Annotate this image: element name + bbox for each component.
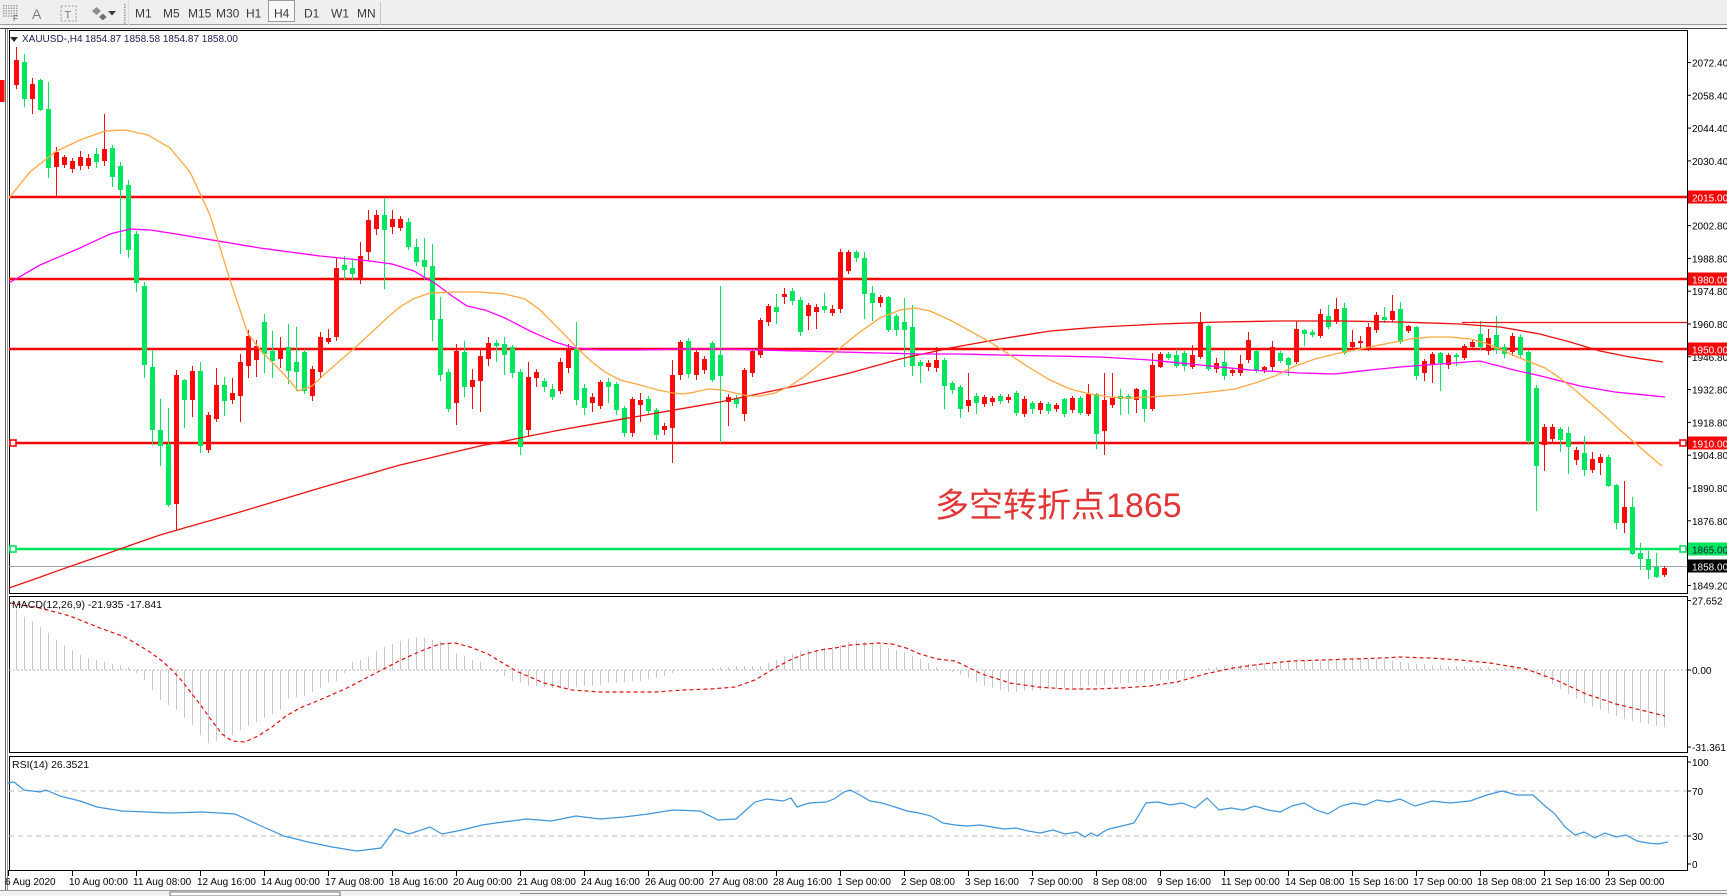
svg-text:1876.80: 1876.80 — [1692, 517, 1727, 528]
svg-text:3 Sep 16:00: 3 Sep 16:00 — [965, 877, 1019, 888]
svg-text:1932.80: 1932.80 — [1692, 386, 1727, 397]
svg-text:17 Sep 00:00: 17 Sep 00:00 — [1413, 877, 1473, 888]
svg-text:27.652: 27.652 — [1692, 597, 1723, 608]
svg-text:1974.80: 1974.80 — [1692, 287, 1727, 298]
svg-text:2015.00: 2015.00 — [1692, 194, 1727, 205]
svg-text:2030.40: 2030.40 — [1692, 157, 1727, 168]
svg-text:12 Aug 16:00: 12 Aug 16:00 — [197, 877, 256, 888]
svg-text:M5: M5 — [163, 7, 180, 21]
svg-text:27 Aug 08:00: 27 Aug 08:00 — [709, 877, 768, 888]
svg-text:A: A — [32, 6, 42, 22]
svg-text:2002.80: 2002.80 — [1692, 222, 1727, 233]
svg-text:6 Aug 2020: 6 Aug 2020 — [5, 877, 56, 888]
svg-text:14 Sep 08:00: 14 Sep 08:00 — [1285, 877, 1345, 888]
svg-text:1904.80: 1904.80 — [1692, 451, 1727, 462]
svg-text:100: 100 — [1692, 758, 1709, 769]
svg-text:1980.00: 1980.00 — [1692, 276, 1727, 287]
svg-text:10 Aug 00:00: 10 Aug 00:00 — [69, 877, 128, 888]
svg-text:F: F — [13, 14, 18, 23]
svg-text:1849.20: 1849.20 — [1692, 582, 1727, 593]
svg-text:8 Sep 08:00: 8 Sep 08:00 — [1093, 877, 1147, 888]
svg-text:W1: W1 — [331, 7, 349, 21]
svg-text:1858.00: 1858.00 — [1692, 563, 1727, 574]
svg-text:XAUUSD-,H4: XAUUSD-,H4 — [22, 34, 83, 45]
svg-text:0.00: 0.00 — [1692, 666, 1712, 677]
svg-text:1910.00: 1910.00 — [1692, 440, 1727, 451]
svg-text:30: 30 — [1692, 832, 1704, 843]
svg-text:20 Aug 00:00: 20 Aug 00:00 — [453, 877, 512, 888]
svg-text:11 Aug 08:00: 11 Aug 08:00 — [133, 877, 192, 888]
svg-text:1865.00: 1865.00 — [1692, 546, 1727, 557]
svg-text:21 Aug 08:00: 21 Aug 08:00 — [517, 877, 576, 888]
svg-text:H1: H1 — [246, 7, 262, 21]
svg-text:14 Aug 00:00: 14 Aug 00:00 — [261, 877, 320, 888]
svg-text:1950.00: 1950.00 — [1692, 346, 1727, 357]
svg-text:D1: D1 — [304, 7, 320, 21]
svg-text:1865: 1865 — [1106, 487, 1182, 525]
svg-text:1890.80: 1890.80 — [1692, 484, 1727, 495]
svg-text:23 Sep 00:00: 23 Sep 00:00 — [1605, 877, 1665, 888]
svg-text:0: 0 — [1692, 860, 1698, 871]
svg-text:2058.40: 2058.40 — [1692, 91, 1727, 102]
svg-text:H4: H4 — [274, 7, 290, 21]
svg-text:RSI(14) 26.3521: RSI(14) 26.3521 — [12, 759, 89, 771]
svg-text:-31.361: -31.361 — [1692, 743, 1726, 754]
svg-text:11 Sep 00:00: 11 Sep 00:00 — [1221, 877, 1280, 888]
svg-text:18 Aug 16:00: 18 Aug 16:00 — [389, 877, 448, 888]
svg-text:18 Sep 08:00: 18 Sep 08:00 — [1477, 877, 1537, 888]
svg-text:1854.87 1858.58 1854.87 1858.0: 1854.87 1858.58 1854.87 1858.00 — [85, 34, 238, 45]
svg-text:1946.80: 1946.80 — [1692, 353, 1727, 364]
svg-text:17 Aug 08:00: 17 Aug 08:00 — [325, 877, 384, 888]
svg-text:MN: MN — [357, 7, 376, 21]
svg-text:2072.40: 2072.40 — [1692, 59, 1727, 70]
svg-text:9 Sep 16:00: 9 Sep 16:00 — [1157, 877, 1211, 888]
svg-text:24 Aug 16:00: 24 Aug 16:00 — [581, 877, 640, 888]
svg-text:7 Sep 00:00: 7 Sep 00:00 — [1029, 877, 1083, 888]
svg-text:M30: M30 — [216, 7, 240, 21]
svg-text:28 Aug 16:00: 28 Aug 16:00 — [773, 877, 832, 888]
svg-text:1988.80: 1988.80 — [1692, 254, 1727, 265]
svg-text:M1: M1 — [135, 7, 152, 21]
svg-text:M15: M15 — [188, 7, 212, 21]
svg-text:2 Sep 08:00: 2 Sep 08:00 — [901, 877, 955, 888]
svg-text:MACD(12,26,9) -21.935 -17.841: MACD(12,26,9) -21.935 -17.841 — [12, 599, 162, 611]
svg-text:1960.80: 1960.80 — [1692, 320, 1727, 331]
svg-text:70: 70 — [1692, 787, 1704, 798]
svg-text:2044.40: 2044.40 — [1692, 124, 1727, 135]
svg-text:26 Aug 00:00: 26 Aug 00:00 — [645, 877, 704, 888]
svg-text:15 Sep 16:00: 15 Sep 16:00 — [1349, 877, 1409, 888]
svg-text:1918.80: 1918.80 — [1692, 418, 1727, 429]
svg-text:21 Sep 16:00: 21 Sep 16:00 — [1541, 877, 1601, 888]
svg-text:1 Sep 00:00: 1 Sep 00:00 — [837, 877, 891, 888]
svg-text:T: T — [65, 10, 72, 22]
